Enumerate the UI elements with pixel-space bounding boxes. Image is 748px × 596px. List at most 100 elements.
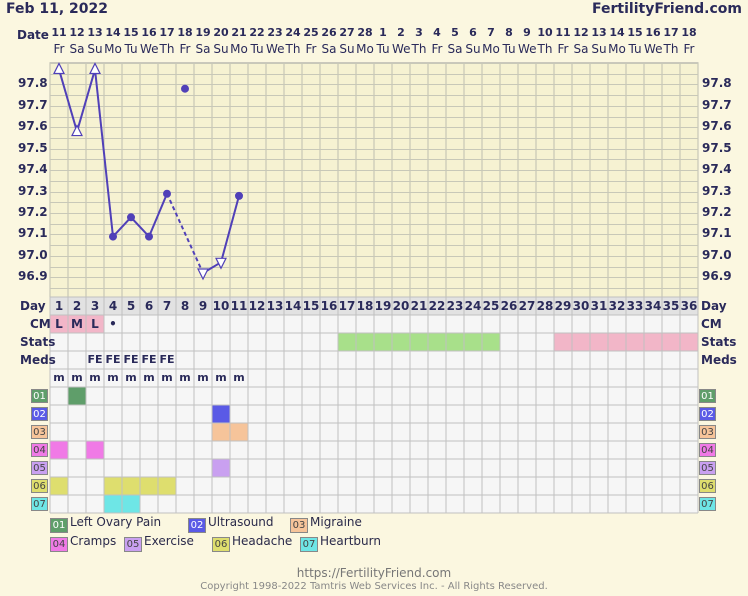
temp-axis-label-left: 97.3 xyxy=(18,183,48,198)
symptom-badge-right: 03 xyxy=(699,425,716,439)
temp-axis-label-left: 97.7 xyxy=(18,97,48,112)
m-marker: m xyxy=(161,371,173,384)
weekday-label: Su xyxy=(465,42,481,56)
date-label: 17 xyxy=(159,26,175,39)
footer-copyright: Copyright 1998-2022 Tamtris Web Services… xyxy=(200,581,548,592)
weekday-label: Sa xyxy=(69,42,85,56)
legend-swatch: 07 xyxy=(300,537,318,552)
weekday-label: Tu xyxy=(502,42,516,56)
symptom-cell xyxy=(68,387,86,405)
day-number: 9 xyxy=(198,299,208,313)
date-label: 12 xyxy=(573,26,589,39)
weekday-label: Su xyxy=(339,42,355,56)
weekday-label: We xyxy=(644,42,663,56)
date-label: 11 xyxy=(555,26,571,39)
day-number: 23 xyxy=(446,299,464,313)
temp-point xyxy=(145,232,153,241)
temp-point xyxy=(235,191,243,200)
weekday-label: Sa xyxy=(573,42,589,56)
day-number: 15 xyxy=(302,299,320,313)
symptom-cell xyxy=(122,495,140,513)
temp-point-open xyxy=(89,62,101,75)
symptom-badge-right: 05 xyxy=(699,461,716,475)
date-label: 24 xyxy=(285,26,301,39)
date-label: 5 xyxy=(451,26,459,39)
row-label-day-right: Day xyxy=(701,299,727,313)
date-label: 25 xyxy=(303,26,319,39)
symptom-cell xyxy=(212,423,230,441)
meds-value: FE xyxy=(87,353,103,366)
day-number: 36 xyxy=(680,299,698,313)
date-label: 6 xyxy=(469,26,477,39)
day-number: 25 xyxy=(482,299,500,313)
legend-label: Heartburn xyxy=(320,534,381,548)
brand-link[interactable]: FertilityFriend.com xyxy=(592,1,742,17)
date-label: 18 xyxy=(681,26,697,39)
temp-axis-label-left: 97.8 xyxy=(18,76,48,91)
date-label: 1 xyxy=(379,26,387,39)
temp-axis-label-right: 97.2 xyxy=(702,205,732,219)
weekday-label: Sa xyxy=(195,42,211,56)
day-number: 11 xyxy=(230,299,248,313)
legend-swatch: 03 xyxy=(290,518,308,533)
legend-label: Headache xyxy=(232,534,293,548)
temp-axis-label-left: 97.5 xyxy=(18,140,48,155)
temp-line-segment xyxy=(130,216,150,238)
weekday-label: Th xyxy=(663,42,679,56)
day-number: 20 xyxy=(392,299,410,313)
symptom-cell xyxy=(212,459,230,477)
weekday-label: Tu xyxy=(376,42,390,56)
temp-point-open xyxy=(197,268,209,281)
weekday-label: Su xyxy=(87,42,103,56)
m-marker: m xyxy=(197,371,209,384)
legend-label: Exercise xyxy=(144,534,194,548)
weekday-label: Mo xyxy=(230,42,248,56)
symptom-badge-right: 04 xyxy=(699,443,716,457)
weekday-label: Th xyxy=(285,42,301,56)
day-number: 14 xyxy=(284,299,302,313)
legend-item: 03 Migraine xyxy=(290,515,362,533)
temp-axis-label-right: 97.7 xyxy=(702,97,732,112)
weekday-label: We xyxy=(392,42,411,56)
cm-value: L xyxy=(55,317,63,331)
legend-item: 07 Heartburn xyxy=(300,534,381,552)
temp-axis-label-right: 97.0 xyxy=(702,247,732,262)
temp-point xyxy=(163,189,171,198)
row-label-day: Day xyxy=(20,299,46,313)
symptom-cell xyxy=(230,423,248,441)
weekday-label: Fr xyxy=(179,42,191,56)
legend-item: 05 Exercise xyxy=(124,534,194,552)
day-number: 4 xyxy=(108,299,118,313)
day-number: 27 xyxy=(518,299,536,313)
cm-value: M xyxy=(71,317,83,331)
footer-url[interactable]: https://FertilityFriend.com xyxy=(296,566,452,580)
symptom-badge: 01 xyxy=(31,389,48,403)
meds-value: FE xyxy=(141,353,157,366)
date-label: 19 xyxy=(195,26,211,39)
symptom-cell xyxy=(86,441,104,459)
day-number: 5 xyxy=(126,299,136,313)
date-label: 26 xyxy=(321,26,337,39)
legend-item: 01 Left Ovary Pain xyxy=(50,515,161,533)
day-number: 22 xyxy=(428,299,446,313)
day-number: 2 xyxy=(72,299,82,313)
row-label-stats: Stats xyxy=(20,335,56,349)
m-marker: m xyxy=(107,371,119,384)
date-label: 11 xyxy=(51,26,67,39)
legend-label: Ultrasound xyxy=(208,515,274,529)
temp-line-segment xyxy=(148,193,168,237)
temp-axis-label-left: 97.6 xyxy=(18,119,48,134)
legend-item: 02 Ultrasound xyxy=(188,515,274,533)
legend-swatch: 02 xyxy=(188,518,206,533)
day-number: 10 xyxy=(212,299,230,313)
symptom-cell xyxy=(212,405,230,423)
weekday-label: Fr xyxy=(557,42,569,56)
cm-value: L xyxy=(91,317,99,331)
weekday-label: We xyxy=(266,42,285,56)
day-number: 18 xyxy=(356,299,374,313)
day-number: 31 xyxy=(590,299,608,313)
temp-line-segment xyxy=(58,69,78,132)
day-number: 34 xyxy=(644,299,662,313)
symptom-cell xyxy=(104,495,122,513)
temp-axis-label-right: 96.9 xyxy=(702,269,732,284)
